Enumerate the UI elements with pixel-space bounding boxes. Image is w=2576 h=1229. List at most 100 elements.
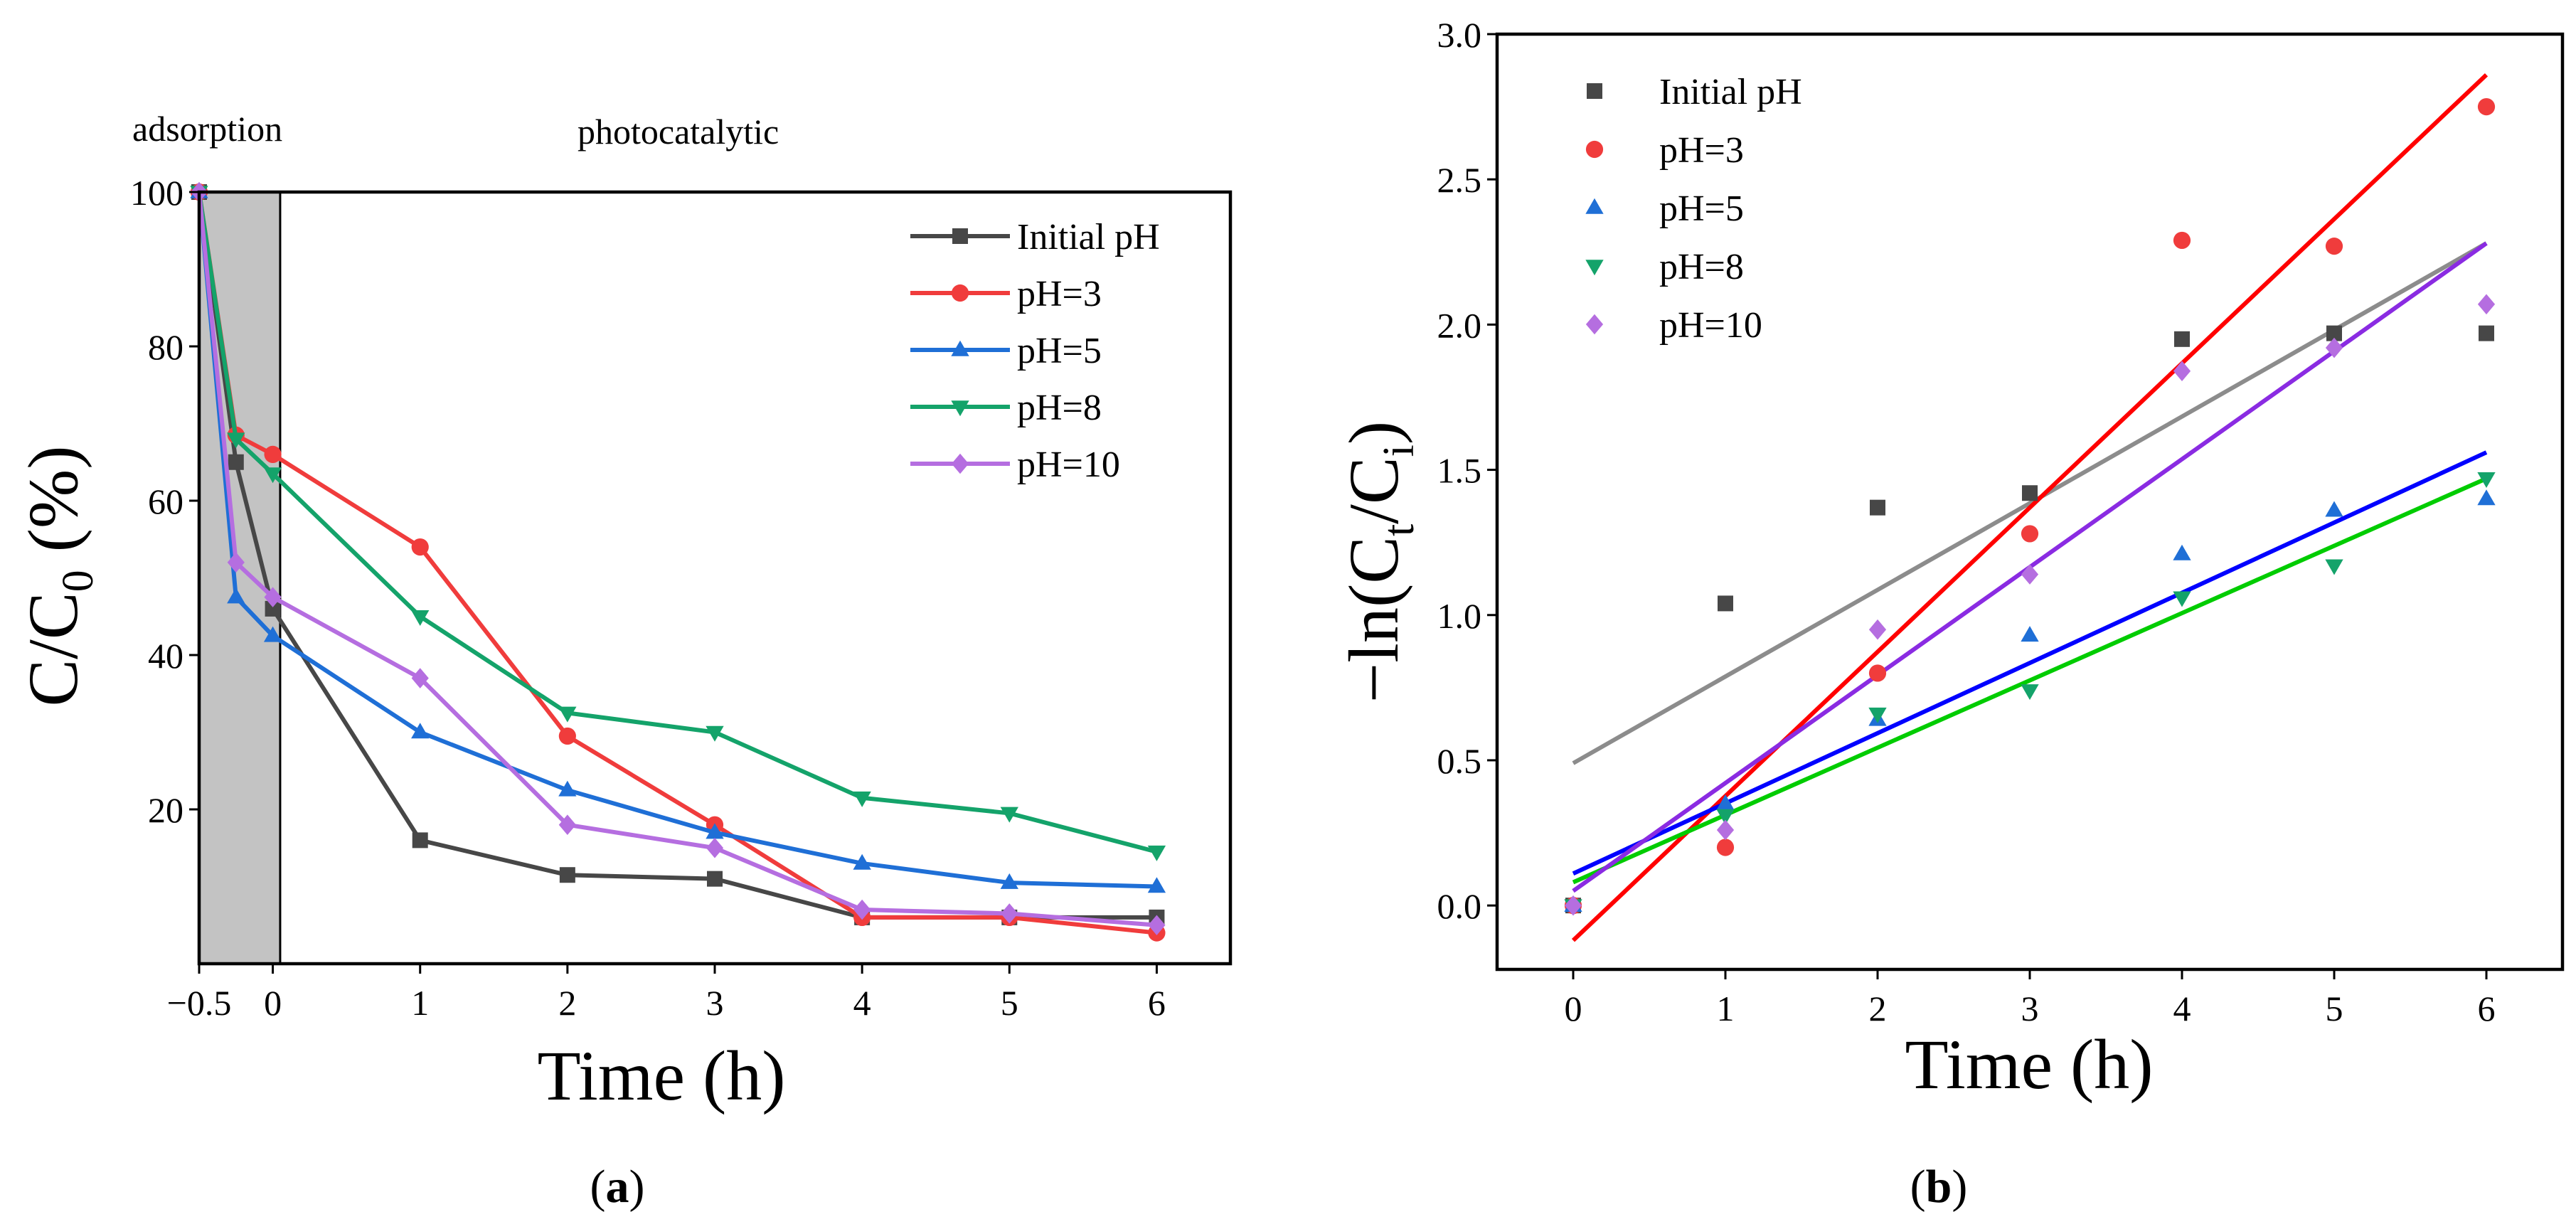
- data-point: [227, 552, 245, 573]
- x-tick-label: 6: [2478, 989, 2496, 1028]
- legend-item: Initial pH: [910, 217, 1160, 257]
- legend-item: pH=5: [1585, 188, 1744, 229]
- x-tick-label: −0.5: [167, 983, 232, 1023]
- data-point: [1716, 809, 1735, 825]
- x-tick-label: 5: [2326, 989, 2343, 1028]
- data-point: [1716, 839, 1735, 856]
- data-point: [2325, 337, 2343, 358]
- data-point: [411, 538, 429, 556]
- legend-marker: [952, 228, 968, 244]
- data-point: [227, 587, 245, 604]
- data-point: [1147, 877, 1166, 893]
- data-point: [1000, 873, 1018, 889]
- panel-a-series-group: [190, 181, 1166, 942]
- data-point: [228, 454, 244, 470]
- data-point: [2021, 525, 2039, 543]
- legend-item: pH=3: [1585, 130, 1744, 171]
- data-point: [853, 791, 871, 807]
- fit-line: [1572, 450, 2488, 876]
- data-point: [1716, 794, 1735, 811]
- data-point: [558, 780, 577, 797]
- data-point: [2477, 472, 2496, 489]
- data-point: [1147, 845, 1166, 861]
- data-point: [265, 600, 281, 617]
- legend-label: pH=8: [1017, 388, 1102, 428]
- ylabel-mid: /C: [1334, 457, 1413, 523]
- data-point: [2173, 231, 2191, 250]
- x-tick-label: 2: [558, 983, 576, 1023]
- data-point: [1001, 903, 1018, 924]
- legend-item: pH=5: [910, 331, 1102, 371]
- ylabel-suffix: ): [1334, 421, 1413, 445]
- legend-marker: [1585, 198, 1604, 214]
- y-tick-label: 2.5: [1437, 160, 1482, 200]
- data-point: [558, 814, 576, 835]
- legend-marker: [1585, 260, 1604, 276]
- legend-label: Initial pH: [1659, 72, 1802, 112]
- legend-item: pH=8: [1585, 247, 1744, 287]
- ylabel-main: C/C: [14, 592, 92, 706]
- chart-panel-b: 0 1 2 3 4 5 6 0.0 0.5 1.0 1.5 2.0 2.5 3.0 Initial pH p…: [1334, 15, 2565, 1213]
- data-point: [853, 899, 871, 920]
- legend-marker: [951, 400, 969, 417]
- data-point: [558, 706, 577, 723]
- panel-b-y-axis-label: −ln(Ct/Ci): [1334, 421, 1423, 703]
- data-point: [1148, 915, 1166, 936]
- series-ph-10: [190, 181, 1166, 936]
- photocatalytic-region-label: photocatalytic: [578, 112, 779, 151]
- legend-label: pH=3: [1659, 130, 1744, 171]
- panel-b-legend: Initial pH pH=3 pH=5 pH=8 pH=10: [1585, 72, 1802, 346]
- x-tick-label: 4: [853, 983, 871, 1023]
- data-point: [1868, 619, 1887, 640]
- data-point: [2477, 97, 2496, 116]
- ylabel-subscript: 0: [54, 570, 102, 592]
- data-point: [2325, 238, 2343, 255]
- panel-b-x-axis-label: Time (h): [1905, 1025, 2153, 1104]
- data-point: [1716, 819, 1735, 841]
- panel-a-caption: (a): [590, 1161, 645, 1213]
- adsorption-region-label: adsorption: [132, 109, 282, 149]
- data-point: [1000, 807, 1018, 823]
- x-tick-label: 5: [1001, 983, 1018, 1023]
- x-tick-label: 3: [706, 983, 724, 1023]
- x-tick-label: 0: [264, 983, 282, 1023]
- data-point: [706, 837, 724, 858]
- y-tick-label: 60: [148, 482, 183, 521]
- data-point: [2325, 501, 2343, 517]
- data-point: [411, 668, 429, 688]
- ylabel-subscript-i: i: [1375, 445, 1423, 457]
- panel-a-x-axis-label: Time (h): [537, 1036, 785, 1115]
- x-tick-label: 2: [1869, 989, 1887, 1028]
- x-tick-label: 0: [1565, 989, 1582, 1028]
- y-tick-label: 3.0: [1437, 15, 1482, 55]
- legend-marker: [1587, 83, 1602, 99]
- data-point: [2479, 325, 2494, 341]
- x-tick-label: 6: [1148, 983, 1166, 1023]
- data-point: [411, 610, 430, 626]
- legend-marker: [951, 284, 969, 302]
- ylabel-prefix: −ln(C: [1334, 536, 1413, 703]
- x-tick-label: 4: [2173, 989, 2191, 1028]
- legend-item: pH=3: [910, 274, 1102, 314]
- legend-label: pH=5: [1659, 188, 1744, 229]
- legend-label: pH=8: [1659, 247, 1744, 287]
- data-point: [2477, 489, 2496, 506]
- y-tick-label: 40: [148, 636, 183, 676]
- panel-a-axis-ticks: −0.5 0 1 2 3 4 5 6 20 40 60 80 100: [130, 173, 1166, 1023]
- x-tick-label: 1: [1717, 989, 1735, 1028]
- data-point: [1870, 499, 1885, 516]
- legend-marker: [951, 453, 969, 474]
- data-point: [2173, 544, 2191, 560]
- legend-marker: [1585, 140, 1604, 159]
- data-point: [264, 587, 282, 607]
- data-point: [263, 626, 282, 642]
- y-tick-label: 100: [130, 173, 183, 213]
- legend-marker: [1585, 314, 1604, 335]
- series-ph-3: [1564, 97, 2496, 915]
- y-tick-label: 20: [148, 790, 183, 830]
- data-point: [1868, 707, 1887, 723]
- data-point: [1718, 595, 1733, 612]
- y-tick-label: 2.0: [1437, 305, 1482, 345]
- data-point: [1564, 895, 1582, 916]
